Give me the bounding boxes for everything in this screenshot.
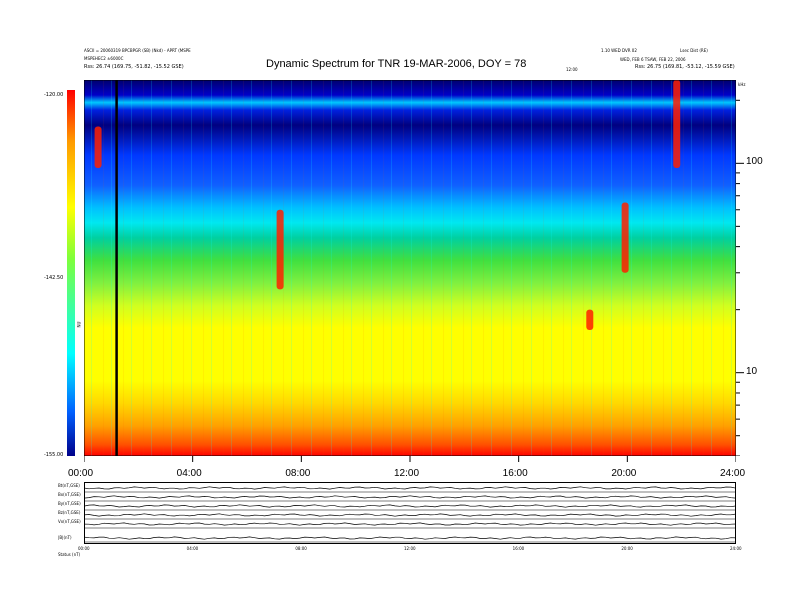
x-tick-label-2: 08:00 [285, 468, 311, 479]
header-version: 1.10 WED DVR 02 [601, 48, 637, 53]
colorbar [67, 90, 75, 456]
bottom-footer-label: Status (nT) [58, 552, 81, 557]
colorbar-mid-label: -142.50 [44, 275, 64, 281]
header-left-line3: Rss: 26.74 (169.75, -51.82, -15.52 GSE) [84, 64, 184, 70]
colorbar-units-label: NU [76, 321, 82, 328]
trace-5 [84, 536, 736, 540]
bottom-x-label-5: 20:00 [621, 546, 633, 551]
y-tick-label-10: 10 [746, 365, 758, 377]
spectrogram-overlay [84, 80, 736, 456]
trace-4 [84, 522, 736, 526]
row-label-5: |B|(nT) [58, 535, 72, 540]
row-label-0: Bt(nT,GSE) [58, 483, 80, 488]
burst-0 [94, 126, 102, 168]
header-left-line1: ASCII = 20060319 BPCBPGR (SB) (Nkd) - AP… [84, 48, 191, 53]
burst-3 [621, 202, 629, 273]
colorbar-top-label: -120.00 [44, 92, 64, 98]
x-tick-label-3: 12:00 [394, 468, 420, 479]
header-date: WED, FEB 6 TSAW, FEB 22, 2006 [620, 57, 686, 62]
trace-1 [84, 495, 736, 499]
bottom-x-label-4: 16:00 [512, 546, 525, 551]
burst-2 [586, 309, 594, 330]
row-label-4: Vx(nT,GSE) [58, 519, 81, 524]
y-tick-label-100: 100 [746, 156, 763, 168]
bottom-x-label-6: 24:00 [730, 546, 742, 551]
header-right-line3: Rss: 26.75 (169.81, -53.12, -15.59 GSE) [635, 64, 735, 70]
row-label-1: Bx(nT,GSE) [58, 492, 81, 497]
row-label-3: Bz(nT,GSE) [58, 510, 81, 515]
bottom-x-label-3: 12:00 [404, 546, 416, 551]
bottom-panel-traces [84, 486, 736, 543]
bottom-x-label-0: 00:00 [78, 546, 90, 551]
burst-4 [673, 80, 681, 168]
trace-2 [84, 504, 736, 508]
x-tick-label-4: 16:00 [502, 468, 528, 479]
header-right-line1: Lsec Dist (RE) [680, 48, 708, 53]
x-tick-label-6: 24:00 [720, 468, 746, 479]
burst-group [94, 80, 681, 330]
spectrogram-frame [84, 80, 736, 456]
header-top-tick: 12:00 [566, 67, 578, 72]
x-tick-label-5: 20:00 [611, 468, 637, 479]
bottom-x-label-1: 04:00 [186, 546, 199, 551]
chart-title: Dynamic Spectrum for TNR 19-MAR-2006, DO… [266, 58, 527, 70]
row-label-2: By(nT,GSE) [58, 501, 81, 506]
x-tick-label-1: 04:00 [176, 468, 202, 479]
bottom-panel [84, 482, 736, 544]
x-tick-label-0: 00:00 [68, 468, 94, 479]
right-axis-ticks [736, 99, 744, 456]
trace-0 [84, 486, 736, 490]
x-axis-ticks [84, 456, 736, 462]
bottom-x-label-2: 08:00 [295, 546, 307, 551]
header-left-line2: MSPEHEC2 ±6000C [84, 56, 124, 61]
right-axis-unit: kHz [738, 82, 746, 87]
colorbar-bottom-label: -155.00 [44, 452, 64, 458]
trace-3 [84, 513, 736, 517]
burst-1 [276, 209, 284, 290]
